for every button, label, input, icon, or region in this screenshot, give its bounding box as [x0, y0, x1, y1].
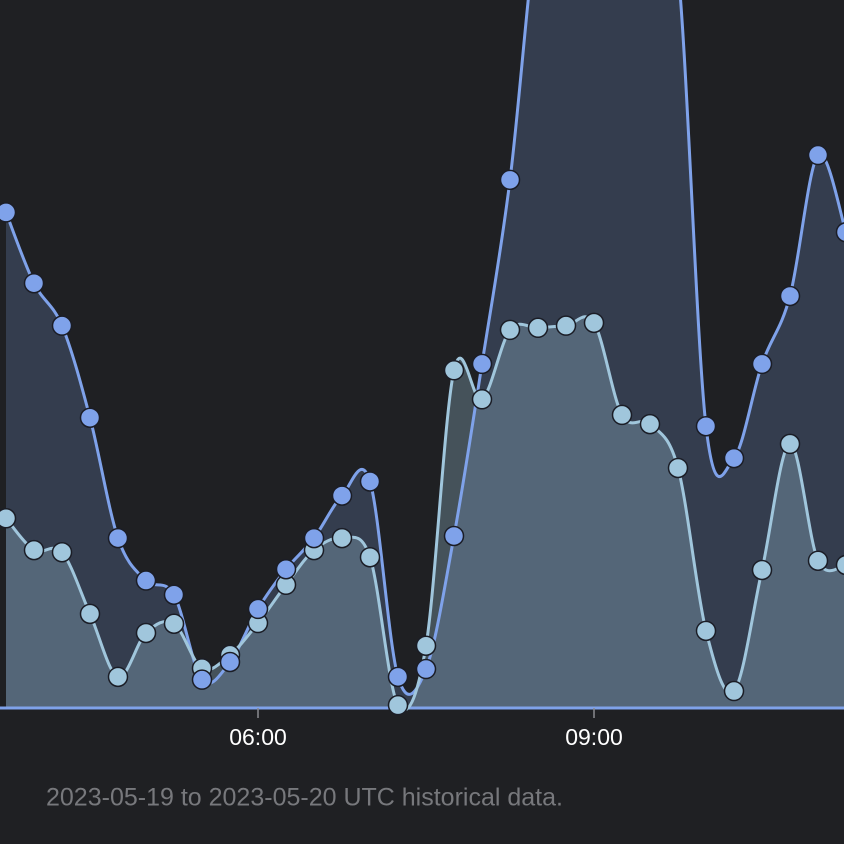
data-point: [79, 603, 101, 625]
data-point: [443, 360, 465, 381]
data-point: [527, 317, 549, 339]
data-point: [779, 433, 801, 455]
data-point: [667, 457, 689, 479]
data-point: [163, 613, 185, 634]
data-point: [51, 541, 73, 563]
data-point: [779, 285, 801, 307]
data-point: [331, 485, 353, 506]
data-point: [135, 622, 157, 644]
data-point: [0, 508, 17, 529]
data-point: [387, 666, 409, 688]
data-point: [807, 550, 829, 571]
series-line: [4, 0, 844, 696]
data-point: [23, 272, 45, 294]
data-point: [51, 315, 73, 336]
data-point: [695, 620, 717, 642]
data-point: [387, 694, 409, 716]
data-point: [835, 554, 844, 576]
data-point: [471, 389, 493, 410]
data-point: [303, 527, 325, 549]
data-point: [443, 525, 465, 547]
x-tick-label: 09:00: [565, 724, 623, 750]
data-point: [723, 447, 745, 469]
series-line: [4, 315, 844, 712]
data-point: [23, 539, 45, 561]
data-point: [611, 404, 633, 426]
data-point: [331, 527, 353, 549]
area: [6, 0, 844, 708]
data-point: [723, 680, 745, 702]
data-point: [751, 559, 773, 581]
data-point: [639, 413, 661, 435]
data-point: [275, 558, 297, 580]
data-point: [219, 651, 241, 673]
data-point: [499, 319, 521, 341]
data-point: [135, 570, 157, 591]
data-point: [751, 353, 773, 375]
data-point: [415, 635, 437, 656]
data-point: [359, 471, 381, 492]
data-point: [695, 415, 717, 437]
data-point: [107, 666, 129, 688]
data-point: [191, 669, 213, 690]
data-point: [835, 222, 844, 243]
area: [6, 316, 844, 711]
data-point: [163, 584, 185, 605]
x-tick-label: 06:00: [229, 724, 287, 750]
data-point: [79, 407, 101, 428]
data-point: [583, 312, 605, 334]
data-point: [499, 169, 521, 191]
caption: 2023-05-19 to 2023-05-20 UTC historical …: [46, 784, 563, 812]
data-point: [359, 546, 381, 568]
data-point: [807, 144, 829, 166]
data-point: [247, 598, 269, 620]
data-point: [107, 527, 129, 549]
data-point: [415, 658, 437, 680]
data-point: [555, 315, 577, 336]
data-point: [0, 202, 17, 223]
data-point: [471, 353, 493, 375]
